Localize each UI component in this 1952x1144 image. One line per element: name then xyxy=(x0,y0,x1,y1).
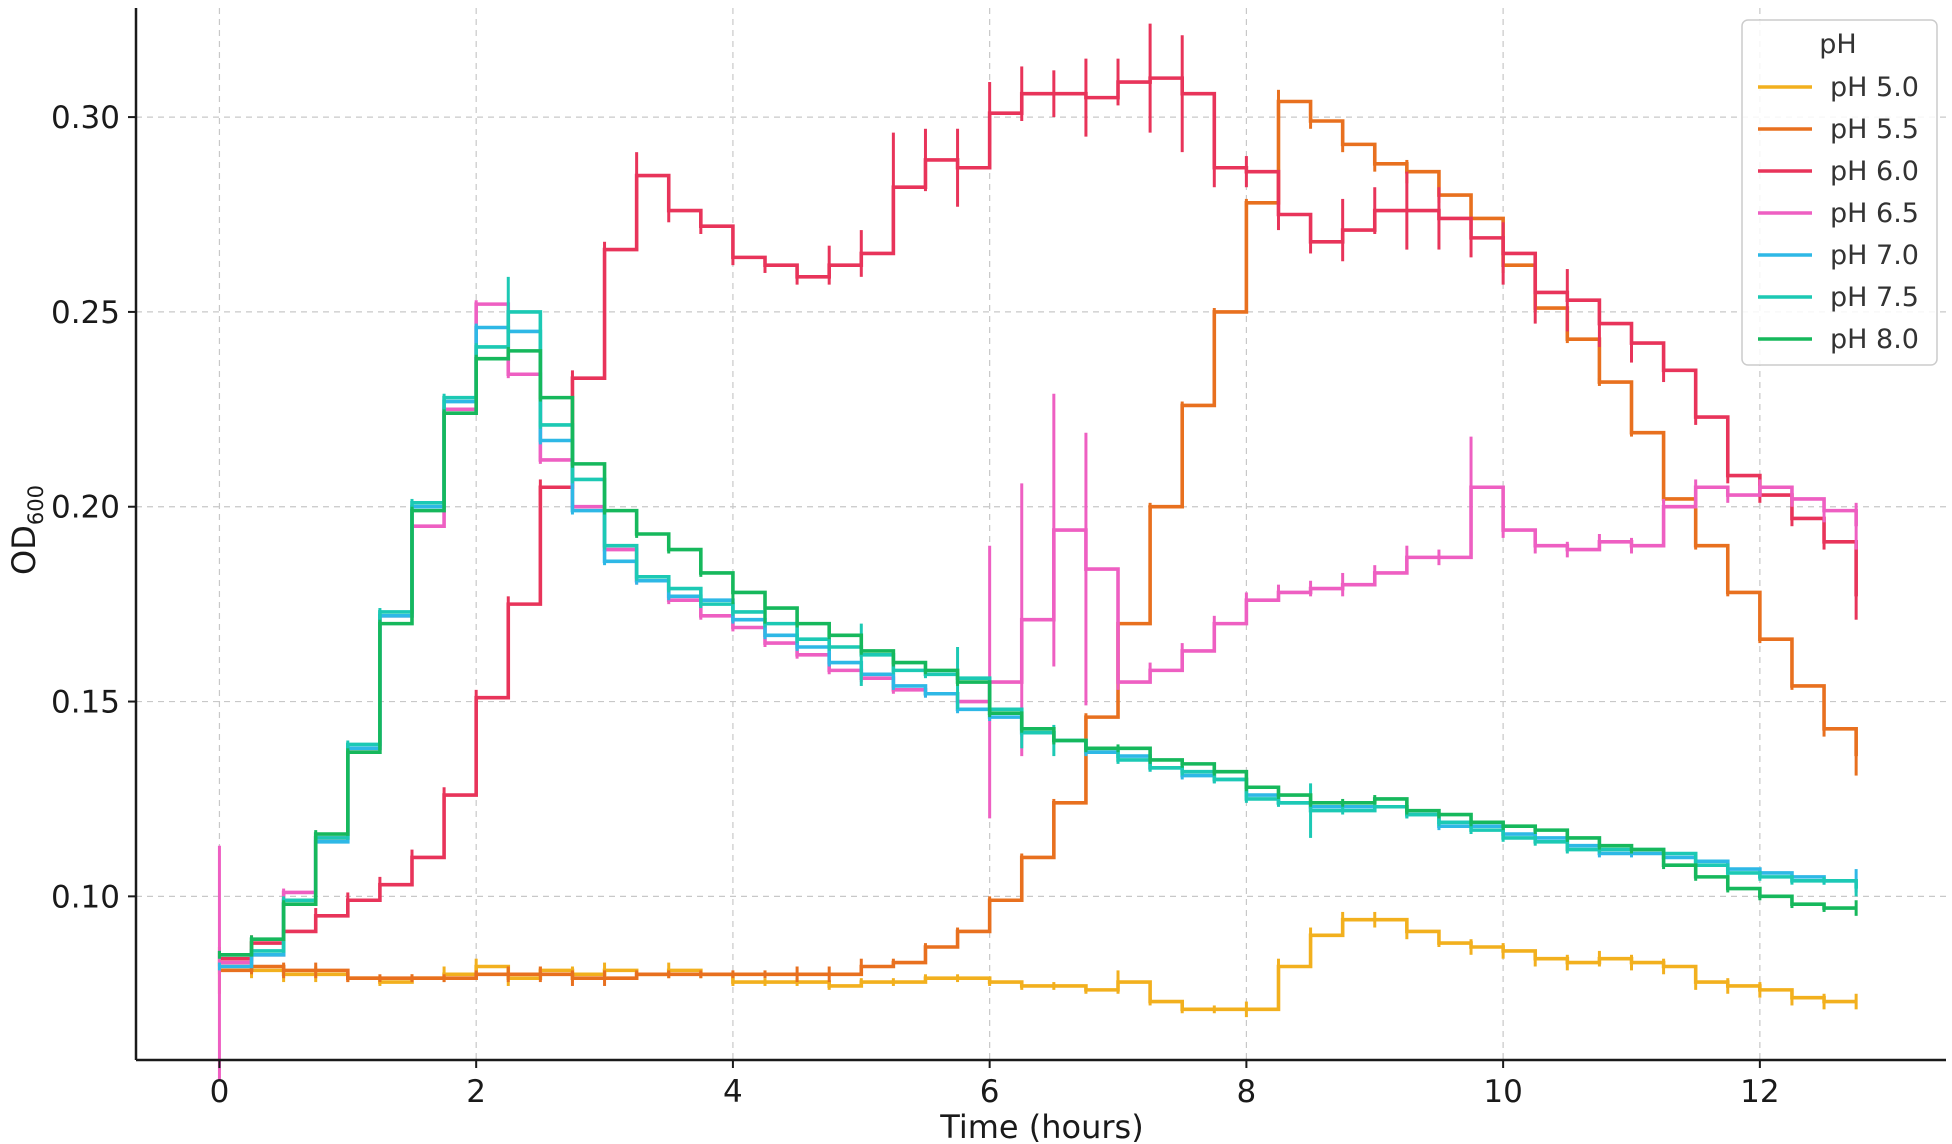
legend-label: pH 5.0 xyxy=(1830,72,1919,103)
legend-label: pH 7.5 xyxy=(1830,282,1919,313)
legend-label: pH 5.5 xyxy=(1830,114,1919,145)
legend-label: pH 7.0 xyxy=(1830,240,1919,271)
y-axis-ticks: 0.10 0.15 0.20 0.25 0.30 xyxy=(51,100,136,915)
y-tick-label: 0.25 xyxy=(51,295,120,331)
series-line xyxy=(219,349,1857,957)
x-tick-label: 12 xyxy=(1740,1074,1779,1110)
y-tick-label: 0.15 xyxy=(51,685,120,721)
series-line xyxy=(219,99,1858,980)
legend-title: pH xyxy=(1819,29,1856,60)
legend-label: pH 6.5 xyxy=(1830,198,1919,229)
x-tick-label: 4 xyxy=(723,1074,743,1110)
y-tick-label: 0.20 xyxy=(51,490,120,526)
y-axis-label-main: OD xyxy=(5,525,43,575)
y-tick-label: 0.10 xyxy=(51,879,120,915)
legend-label: pH 6.0 xyxy=(1830,156,1919,187)
series-ph-6-0 xyxy=(217,23,1858,967)
x-tick-label: 10 xyxy=(1483,1074,1522,1110)
y-axis-label: OD600 xyxy=(5,485,48,575)
x-tick-label: 6 xyxy=(980,1074,1000,1110)
x-tick-label: 2 xyxy=(466,1074,486,1110)
series-ph-5-5 xyxy=(217,89,1858,994)
x-tick-label: 8 xyxy=(1237,1074,1257,1110)
x-axis-ticks: 0 2 4 6 8 10 12 xyxy=(210,1060,1780,1110)
legend-box xyxy=(1741,19,1938,366)
y-axis-label-subscript: 600 xyxy=(24,485,48,525)
y-tick-label: 0.30 xyxy=(51,100,120,136)
series-line xyxy=(219,310,1858,957)
legend-label: pH 8.0 xyxy=(1830,324,1919,355)
x-tick-label: 0 xyxy=(210,1074,230,1110)
series-layer xyxy=(217,23,1858,1080)
series-ph-8-0 xyxy=(217,346,1858,959)
legend: pH pH 5.0pH 5.5pH 6.0pH 6.5pH 7.0pH 7.5p… xyxy=(1741,19,1938,366)
axes xyxy=(134,8,1946,1062)
legend-items: pH 5.0 pH 5.5 pH 6.0 pH 6.5 pH 7.0 pH 7.5 pH 8… xyxy=(1758,72,1919,355)
x-axis-label: Time (hours) xyxy=(939,1108,1143,1144)
